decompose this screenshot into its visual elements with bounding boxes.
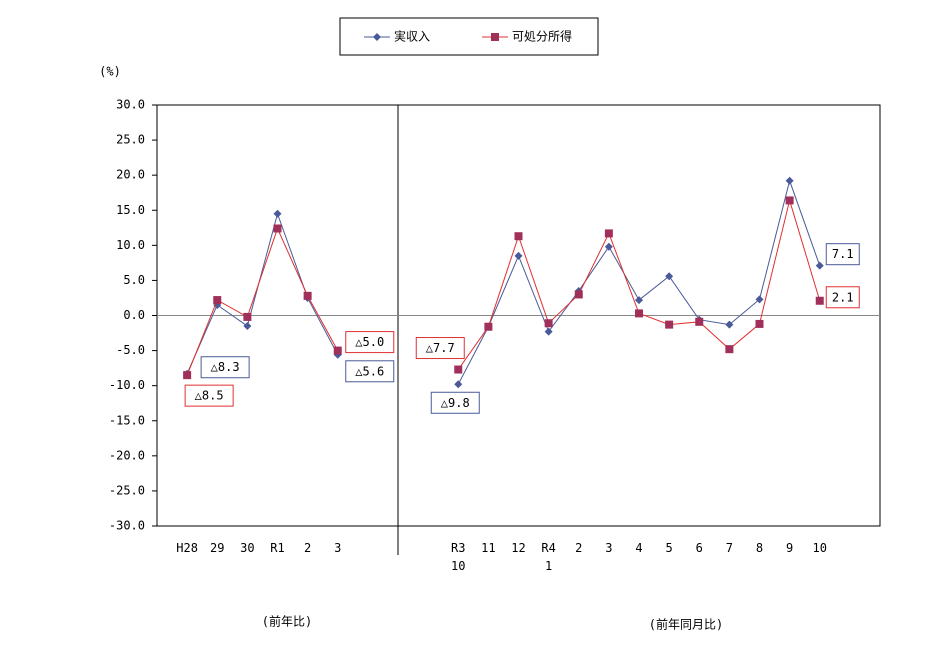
marker: [815, 261, 824, 270]
marker: [514, 251, 523, 260]
legend-marker: [373, 33, 381, 41]
x-tick-label: 10: [813, 541, 827, 555]
marker: [725, 345, 734, 354]
x-tick-label: 11: [481, 541, 495, 555]
value-label: 7.1: [832, 247, 854, 261]
marker: [484, 322, 493, 331]
y-tick-label: -30.0: [109, 519, 145, 533]
value-label-box: [184, 384, 234, 407]
marker: [183, 371, 192, 380]
x-tick-label: 30: [240, 541, 254, 555]
marker: [243, 322, 252, 331]
y-tick-label: -15.0: [109, 413, 145, 427]
x-tick-label: 6: [696, 541, 703, 555]
value-label: △8.5: [195, 389, 224, 403]
value-label: △9.8: [441, 396, 470, 410]
x-tick-label: 2: [575, 541, 582, 555]
marker: [454, 365, 463, 374]
legend-marker: [491, 33, 499, 41]
marker: [574, 290, 583, 299]
value-label: △7.7: [426, 341, 455, 355]
marker: [544, 319, 553, 328]
legend-label: 実収入: [394, 29, 430, 44]
y-tick-label: 0.0: [123, 308, 145, 322]
legend-label: 可処分所得: [512, 29, 572, 44]
marker: [785, 196, 794, 205]
value-label-box: [825, 286, 860, 309]
value-label-box: [200, 356, 250, 379]
marker: [273, 224, 282, 233]
y-tick-label: -20.0: [109, 448, 145, 462]
y-tick-label: 15.0: [116, 203, 145, 217]
value-label-box: [345, 360, 395, 383]
x-tick-label: 12: [511, 541, 525, 555]
x-tick-label: 8: [756, 541, 763, 555]
y-tick-label: -25.0: [109, 483, 145, 497]
marker: [303, 291, 312, 300]
value-label: △5.6: [355, 364, 384, 378]
x-tick-label: 3: [605, 541, 612, 555]
marker: [454, 380, 463, 389]
y-tick-label: 5.0: [123, 273, 145, 287]
marker: [635, 296, 643, 305]
x-tick-label: 4: [635, 541, 642, 555]
marker: [725, 320, 734, 329]
marker: [604, 242, 613, 251]
value-label: △8.3: [211, 360, 240, 374]
marker: [243, 312, 252, 321]
marker: [695, 317, 704, 326]
value-label-box: [825, 243, 860, 266]
marker: [785, 176, 794, 185]
x-tick-label: 7: [726, 541, 733, 555]
marker: [544, 327, 553, 336]
subtitle: (前年同月比): [649, 617, 723, 632]
marker: [755, 319, 764, 328]
marker: [665, 272, 674, 281]
value-label-box: [415, 337, 465, 360]
value-label-box: [345, 331, 395, 354]
value-label: △5.0: [355, 335, 384, 349]
y-tick-label: 30.0: [116, 98, 145, 112]
y-unit-label: (%): [99, 65, 121, 79]
marker: [604, 229, 613, 238]
x-tick-label: R3 10: [451, 541, 465, 573]
x-tick-label: 2: [304, 541, 311, 555]
y-tick-label: -5.0: [116, 343, 145, 357]
value-label-box: [430, 391, 480, 414]
x-tick-label: R4 1: [541, 541, 555, 573]
x-tick-label: 3: [334, 541, 341, 555]
legend-box: [339, 17, 599, 56]
marker: [213, 296, 222, 305]
marker: [273, 209, 282, 218]
x-tick-label: H28: [176, 541, 198, 555]
x-tick-label: 29: [210, 541, 224, 555]
y-tick-label: 25.0: [116, 133, 145, 147]
marker: [755, 295, 764, 304]
y-tick-label: 20.0: [116, 168, 145, 182]
marker: [514, 232, 523, 241]
marker: [333, 346, 342, 355]
marker: [665, 320, 674, 329]
x-tick-label: 9: [786, 541, 793, 555]
x-tick-label: 5: [666, 541, 673, 555]
marker: [635, 309, 643, 318]
marker: [815, 296, 824, 305]
subtitle: (前年比): [262, 614, 312, 629]
x-tick-label: R1: [270, 541, 284, 555]
y-tick-label: 10.0: [116, 238, 145, 252]
y-tick-label: -10.0: [109, 378, 145, 392]
value-label: 2.1: [832, 290, 854, 304]
